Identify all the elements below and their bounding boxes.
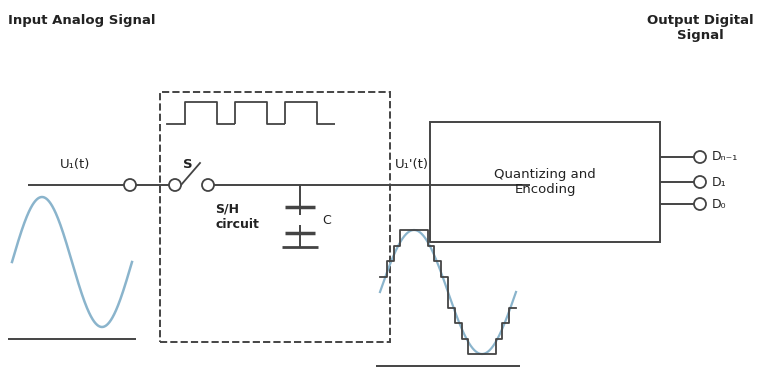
Circle shape xyxy=(124,179,136,191)
Text: C: C xyxy=(322,214,331,227)
Text: U₁'(t): U₁'(t) xyxy=(395,158,429,171)
Circle shape xyxy=(169,179,181,191)
Circle shape xyxy=(202,179,214,191)
Text: Input Analog Signal: Input Analog Signal xyxy=(8,14,155,27)
Text: U₁(t): U₁(t) xyxy=(60,158,91,171)
Bar xyxy=(430,122,660,242)
Circle shape xyxy=(694,176,706,188)
Text: D₁: D₁ xyxy=(712,176,727,189)
Text: Quantizing and
Encoding: Quantizing and Encoding xyxy=(494,168,596,196)
Circle shape xyxy=(694,151,706,163)
Bar xyxy=(160,92,390,342)
Text: S/H
circuit: S/H circuit xyxy=(215,203,259,231)
Circle shape xyxy=(694,198,706,210)
Text: D₀: D₀ xyxy=(712,198,727,211)
Text: Output Digital
Signal: Output Digital Signal xyxy=(647,14,753,42)
Text: S: S xyxy=(184,158,193,171)
Text: Dₙ₋₁: Dₙ₋₁ xyxy=(712,151,738,164)
